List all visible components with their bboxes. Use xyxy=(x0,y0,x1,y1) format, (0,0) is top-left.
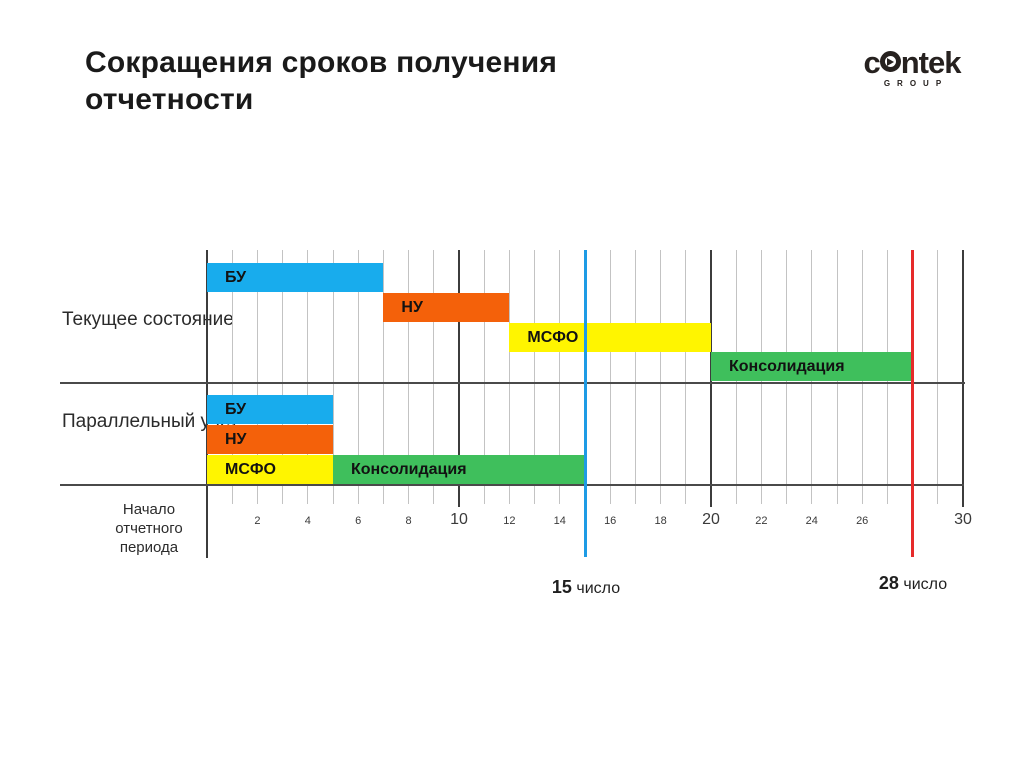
gridline-day-17 xyxy=(634,250,636,504)
marker-day28-unit: число xyxy=(903,576,948,593)
gantt-bar-label: МСФО xyxy=(225,460,276,478)
marker-day15-unit: число xyxy=(576,580,621,597)
gridline-day-10 xyxy=(458,250,460,507)
tick-label-day-30: 30 xyxy=(954,511,972,528)
gridline-day-6 xyxy=(357,250,359,504)
gantt-bar-бу: БУ xyxy=(207,395,333,424)
section-label-current-state: Текущее состояние xyxy=(62,309,234,330)
gridline-day-7 xyxy=(382,250,384,504)
marker-label-day15: 15 число xyxy=(552,577,620,598)
marker-day28-number: 28 xyxy=(878,573,899,593)
gridline-day-4 xyxy=(307,250,309,504)
gantt-bar-label: БУ xyxy=(225,400,247,418)
tick-label-day-24: 24 xyxy=(805,515,818,527)
tick-label-day-22: 22 xyxy=(755,515,768,527)
tick-label-day-4: 4 xyxy=(304,515,311,527)
slide-title: Сокращения сроков получения отчетности xyxy=(85,46,558,116)
gridline-day-12 xyxy=(508,250,510,504)
logo-o-play-triangle-icon xyxy=(879,51,901,72)
logo-wordmark: c ntek xyxy=(856,45,968,80)
tick-label-day-14: 14 xyxy=(553,515,566,527)
logo-group-text: GROUP xyxy=(883,79,949,88)
section-separator-line xyxy=(60,382,965,384)
tick-label-day-20: 20 xyxy=(702,511,720,528)
gantt-bar-label: Консолидация xyxy=(729,357,845,375)
gridline-day-5 xyxy=(332,250,334,504)
gridline-day-29 xyxy=(937,250,939,504)
tick-label-day-2: 2 xyxy=(254,515,261,527)
marker-label-day28: 28 число xyxy=(879,573,947,594)
gridline-day-8 xyxy=(408,250,410,504)
gantt-bar-label: МСФО xyxy=(527,328,579,346)
gantt-bar-label: НУ xyxy=(225,430,247,448)
marker-line-day-15 xyxy=(583,250,587,557)
gridline-day-30 xyxy=(962,250,964,507)
gridline-day-11 xyxy=(483,250,485,504)
marker-day15-number: 15 xyxy=(551,577,572,597)
gantt-bar-мсфо: МСФО xyxy=(207,455,333,484)
x-axis-baseline xyxy=(60,484,964,486)
gantt-bar-мсфо: МСФО xyxy=(509,323,711,352)
tick-label-day-10: 10 xyxy=(450,511,468,528)
gridline-day-16 xyxy=(609,250,611,504)
gantt-bar-ну: НУ xyxy=(383,293,510,322)
tick-label-day-18: 18 xyxy=(654,515,667,527)
section-label-parallel-accounting: Параллельный учет xyxy=(62,411,239,432)
gridline-day-3 xyxy=(282,250,284,504)
marker-line-day-28 xyxy=(911,250,915,557)
gridline-day-2 xyxy=(256,250,258,504)
gridline-day-18 xyxy=(660,250,662,504)
tick-label-day-26: 26 xyxy=(856,515,869,527)
gantt-bar-бу: БУ xyxy=(207,263,384,292)
logo-text-prefix: c xyxy=(863,45,881,80)
gridline-day-1 xyxy=(231,250,233,504)
contek-logo: c ntek GROUP xyxy=(856,45,968,88)
gantt-bar-label: НУ xyxy=(401,298,423,316)
gridline-day-13 xyxy=(534,250,536,504)
x-axis-title: Начало отчетного периода xyxy=(115,501,183,556)
gantt-bar-label: Консолидация xyxy=(351,460,467,478)
gantt-bar-консолидация: Консолидация xyxy=(333,455,585,484)
tick-label-day-12: 12 xyxy=(503,515,516,527)
gantt-bar-ну: НУ xyxy=(207,425,333,454)
gantt-bar-консолидация: Консолидация xyxy=(711,352,913,381)
logo-text-suffix: ntek xyxy=(900,45,962,80)
gridline-day-19 xyxy=(685,250,687,504)
gridline-day-9 xyxy=(433,250,435,504)
tick-label-day-16: 16 xyxy=(604,515,617,527)
gantt-bar-label: БУ xyxy=(225,268,247,286)
tick-label-day-6: 6 xyxy=(355,515,362,527)
gridline-day-14 xyxy=(559,250,561,504)
tick-label-day-8: 8 xyxy=(405,515,412,527)
